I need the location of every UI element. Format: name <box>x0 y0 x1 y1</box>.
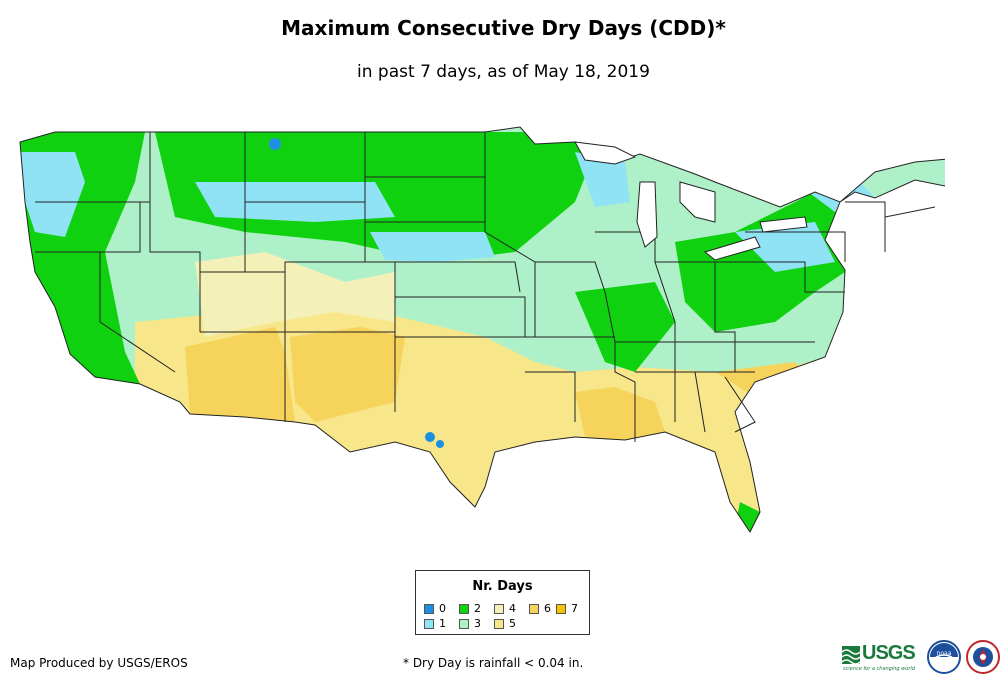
dry-day-footnote: * Dry Day is rainfall < 0.04 in. <box>403 656 584 670</box>
legend-swatch-6 <box>529 604 539 614</box>
legend-swatch-5 <box>494 619 504 629</box>
great-lakes <box>574 141 808 261</box>
region-0-days-montana <box>269 138 281 150</box>
legend-swatch-7 <box>556 604 566 614</box>
legend-item-2: 2 <box>459 603 481 615</box>
border-ut-co <box>200 271 395 333</box>
border-ar-la <box>525 336 615 422</box>
legend-item-3: 3 <box>459 618 481 630</box>
legend-swatch-4 <box>494 604 504 614</box>
legend-item-0: 0 <box>424 603 446 615</box>
region-1-day-northwest <box>20 152 85 237</box>
legend-label-1: 1 <box>439 617 446 630</box>
border-oh-ky <box>655 261 736 372</box>
legend-item-1: 1 <box>424 618 446 630</box>
legend-item-4: 4 <box>494 603 516 615</box>
producer-credit: Map Produced by USGS/EROS <box>10 656 188 670</box>
region-1-day-nebraska <box>370 232 495 262</box>
lake-erie <box>703 236 761 261</box>
border-ca-or <box>35 202 141 253</box>
lake-superior <box>574 141 637 165</box>
lake-ontario <box>759 216 808 233</box>
border-pa-ny <box>715 231 846 293</box>
legend-swatch-1 <box>424 619 434 629</box>
legend-swatch-0 <box>424 604 434 614</box>
agency-logos: USGS science for a changing world noaa <box>842 640 1002 676</box>
usgs-wordmark: USGS <box>862 642 916 664</box>
legend-title: Nr. Days <box>472 579 533 594</box>
region-6-days-az <box>185 327 295 422</box>
legend-swatch-3 <box>459 619 469 629</box>
region-0-days-texas <box>425 432 435 442</box>
usgs-tagline: science for a changing world <box>843 666 915 672</box>
region-2-days-florida <box>737 502 760 532</box>
cdd-shading <box>20 127 945 532</box>
legend: Nr. Days 0 1 2 3 4 5 6 7 <box>415 570 590 635</box>
legend-label-6: 6 <box>544 602 551 615</box>
us-cdd-map <box>19 126 945 533</box>
region-6-days-south <box>575 387 665 440</box>
legend-item-7: 7 <box>556 603 578 615</box>
map-subtitle: in past 7 days, as of May 18, 2019 <box>357 62 650 82</box>
border-new-england <box>845 201 936 252</box>
map-title: Maximum Consecutive Dry Days (CDD)* <box>281 16 726 40</box>
region-1-day-lakes <box>575 152 630 207</box>
region-0-days-texas-2 <box>436 440 444 448</box>
region-2-days-valley <box>575 282 675 372</box>
legend-swatch-2 <box>459 604 469 614</box>
legend-label-2: 2 <box>474 602 481 615</box>
region-4-days-rockies <box>195 252 395 337</box>
border-ca-nv <box>99 252 176 373</box>
legend-label-4: 4 <box>509 602 516 615</box>
us-outline <box>19 126 945 533</box>
border-plains <box>364 132 526 337</box>
legend-item-6: 6 <box>529 603 551 615</box>
legend-label-3: 3 <box>474 617 481 630</box>
lake-huron <box>679 181 716 223</box>
nws-logo <box>966 640 1000 674</box>
legend-label-7: 7 <box>571 602 578 615</box>
region-1-day-northeast <box>735 222 835 272</box>
noaa-logo: noaa <box>927 640 961 674</box>
border-id-nv <box>149 132 201 332</box>
legend-label-0: 0 <box>439 602 446 615</box>
noaa-wordmark: noaa <box>937 650 952 657</box>
legend-label-5: 5 <box>509 617 516 630</box>
legend-item-5: 5 <box>494 618 516 630</box>
border-ga-al <box>694 371 756 433</box>
lake-michigan <box>636 181 658 248</box>
usgs-wave-icon <box>842 646 860 664</box>
region-6-days-nm <box>290 327 405 422</box>
usgs-logo: USGS science for a changing world <box>842 642 920 672</box>
